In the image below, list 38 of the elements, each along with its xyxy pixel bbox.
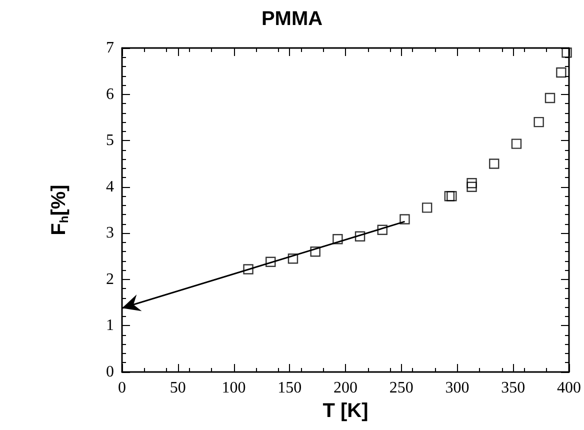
- x-tick-label: 400: [557, 380, 581, 396]
- y-axis-title: Fh[%]: [48, 184, 71, 236]
- point: [446, 191, 457, 202]
- point: [400, 214, 410, 224]
- x-tick-label: 200: [334, 380, 358, 396]
- x-tick-label: 300: [445, 380, 470, 396]
- x-tick-label: 150: [278, 380, 302, 396]
- y-tick-label: 5: [106, 132, 114, 150]
- y-tick-label: 2: [106, 270, 114, 288]
- x-axis-title: T [K]: [322, 400, 368, 422]
- chart-title: PMMA: [261, 8, 323, 30]
- point: [534, 116, 544, 128]
- point: [466, 178, 477, 188]
- x-tick-label: 100: [222, 380, 246, 396]
- point: [354, 231, 366, 242]
- point: [422, 202, 432, 213]
- y-tick-label: 0: [106, 364, 114, 380]
- point: [544, 92, 556, 104]
- y-tick-label: 4: [106, 178, 114, 196]
- point: [444, 191, 455, 202]
- point: [489, 158, 500, 169]
- point: [310, 246, 320, 257]
- point: [266, 256, 276, 267]
- point: [243, 264, 254, 274]
- point: [511, 138, 522, 149]
- point: [466, 182, 477, 192]
- y-tick-label: 3: [106, 224, 114, 242]
- y-tick-label: 1: [106, 317, 114, 334]
- x-tick-label: 250: [389, 380, 414, 396]
- x-tick-label: 50: [170, 380, 186, 396]
- y-tick-label: 6: [106, 86, 114, 103]
- x-tick-label: 350: [501, 380, 526, 396]
- y-tick-label: 7: [106, 40, 114, 56]
- x-tick-label: 0: [118, 380, 126, 396]
- point: [556, 67, 566, 78]
- point: [332, 234, 343, 244]
- point: [288, 254, 298, 264]
- point: [377, 224, 388, 236]
